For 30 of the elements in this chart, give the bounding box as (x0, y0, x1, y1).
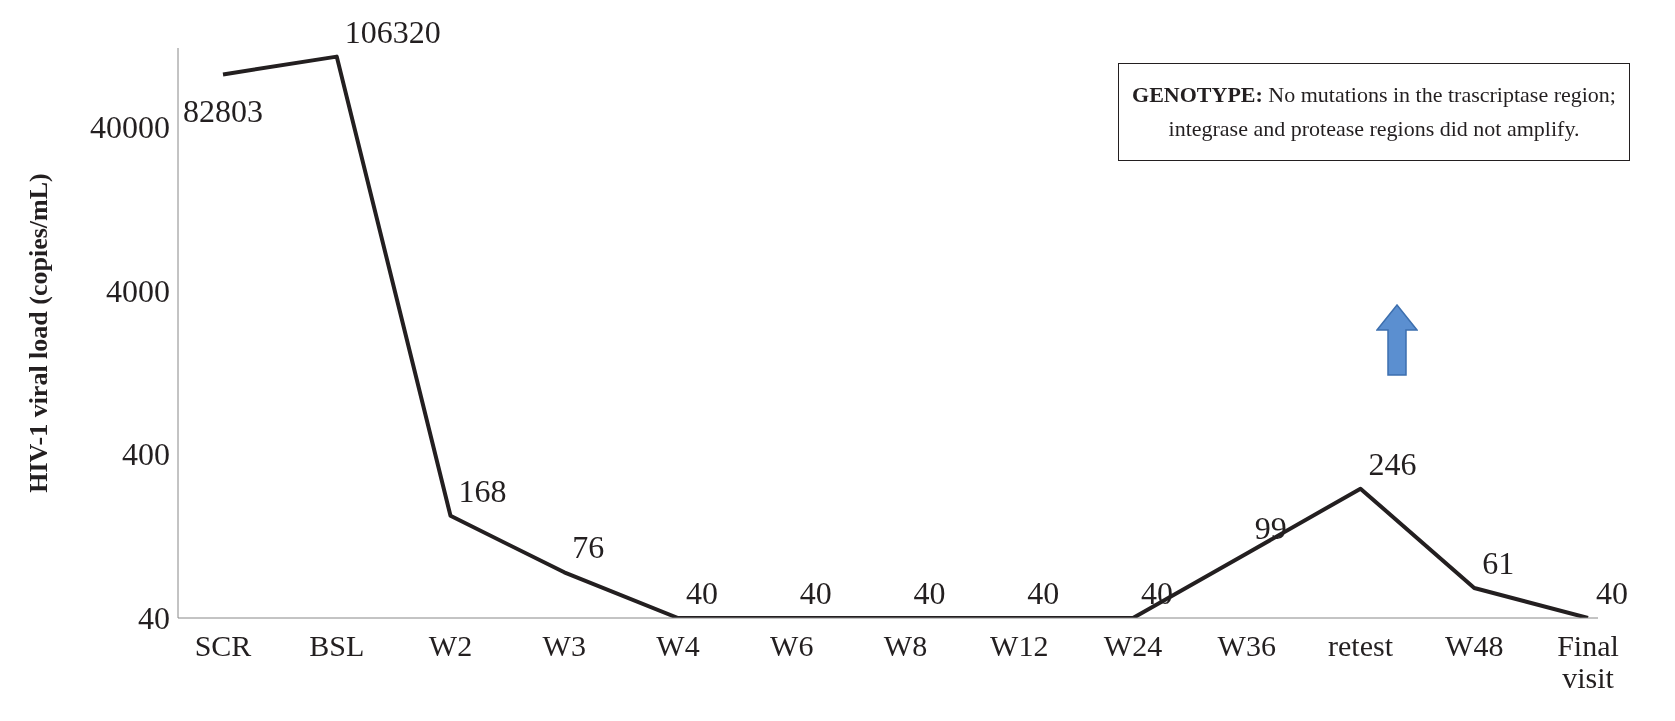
y-tick-label: 40000 (90, 108, 170, 145)
data-label: 40 (1027, 575, 1060, 611)
data-label: 106320 (344, 13, 441, 50)
x-tick-label: W6 (770, 629, 814, 662)
x-tick-label: W2 (428, 629, 473, 662)
x-tick-label: W12 (990, 629, 1049, 662)
data-label: 168 (458, 472, 507, 509)
x-tick-label: W4 (656, 629, 700, 662)
y-tick-label: 4000 (106, 272, 170, 309)
data-label: 40 (913, 575, 946, 611)
x-tick-label: retest (1328, 629, 1394, 662)
x-tick-label: Final visit (1557, 629, 1619, 694)
x-tick-label: SCR (194, 629, 252, 662)
data-label: 61 (1482, 544, 1515, 581)
y-tick-label: 40 (138, 600, 170, 637)
x-tick-label: W8 (883, 629, 928, 662)
data-label: 76 (572, 529, 605, 566)
x-tick-label: W3 (542, 629, 586, 662)
x-tick-label: W36 (1217, 629, 1276, 662)
data-label: 40 (799, 575, 832, 611)
data-label: 82803 (183, 93, 263, 130)
y-tick-label: 400 (122, 436, 170, 473)
x-tick-label: W48 (1445, 629, 1504, 662)
x-tick-label: BSL (309, 629, 365, 662)
data-label: 40 (686, 575, 718, 611)
x-tick-label: W24 (1103, 629, 1163, 662)
annotation: GENOTYPE: No mutations in the trascriptase region; integrase and protease regions did not amplify. (1118, 63, 1630, 161)
y-axis-title: HIV-1 viral load (copies/mL) (24, 173, 54, 493)
data-label: 246 (1368, 445, 1417, 482)
data-label: 40 (1596, 575, 1628, 611)
